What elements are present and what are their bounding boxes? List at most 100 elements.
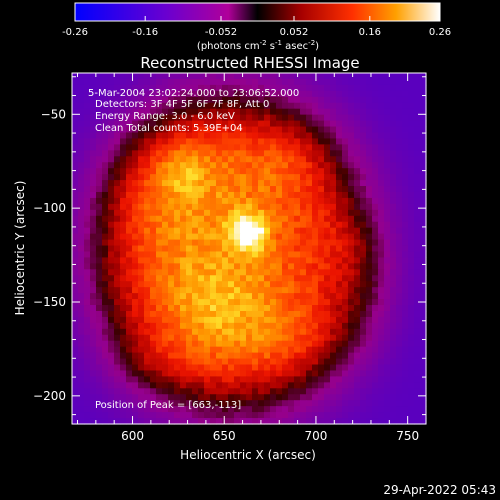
heatmap-cell <box>264 299 271 306</box>
heatmap-cell <box>216 150 223 157</box>
heatmap-cell <box>132 186 139 193</box>
heatmap-cell <box>84 257 91 264</box>
heatmap-cell <box>258 269 265 276</box>
heatmap-cell <box>192 251 199 259</box>
heatmap-cell <box>300 191 307 199</box>
heatmap-cell <box>204 406 211 413</box>
heatmap-cell <box>396 245 403 253</box>
heatmap-cell <box>276 233 283 241</box>
heatmap-cell <box>108 191 115 199</box>
heatmap-cell <box>228 299 235 306</box>
heatmap-cell <box>408 233 415 241</box>
heatmap-cell <box>102 293 109 300</box>
heatmap-cell <box>324 215 331 223</box>
heatmap-cell <box>390 400 397 407</box>
heatmap-cell <box>276 328 283 336</box>
heatmap-cell <box>258 174 265 181</box>
axis-ticks: 600 650 700 750−50−100−150−200 <box>33 73 427 443</box>
heatmap-cell <box>330 197 337 205</box>
heatmap-cell <box>348 108 355 116</box>
heatmap-cell <box>234 227 241 235</box>
heatmap-cell <box>162 257 169 264</box>
heatmap-cell <box>378 352 385 360</box>
heatmap-cell <box>378 168 385 175</box>
heatmap-cell <box>360 150 367 157</box>
heatmap-cell <box>102 162 109 169</box>
heatmap-cell <box>186 174 193 181</box>
heatmap-cell <box>216 263 223 270</box>
heatmap-cell <box>330 144 337 151</box>
heatmap-cell <box>378 108 385 116</box>
heatmap-cell <box>144 287 151 294</box>
heatmap-cell <box>312 340 319 348</box>
heatmap-cell <box>408 305 415 312</box>
heatmap-cell <box>336 340 343 348</box>
heatmap-cell <box>288 78 295 86</box>
heatmap-cell <box>384 299 391 306</box>
heatmap-cell <box>378 186 385 193</box>
heatmap-cell <box>210 251 217 259</box>
heatmap-cell <box>120 150 127 157</box>
heatmap-cell <box>228 251 235 259</box>
heatmap-cell <box>180 370 187 378</box>
heatmap-cell <box>372 352 379 360</box>
heatmap-cell <box>312 412 319 419</box>
heatmap-cell <box>348 406 355 413</box>
heatmap-cell <box>306 114 313 122</box>
heatmap-cell <box>144 215 151 223</box>
heatmap-cell <box>264 245 271 253</box>
heatmap-cell <box>210 108 217 116</box>
heatmap-cell <box>126 328 133 336</box>
heatmap-cell <box>228 156 235 163</box>
heatmap-cell <box>378 174 385 181</box>
heatmap-cell <box>348 227 355 235</box>
heatmap-cell <box>102 328 109 336</box>
heatmap-cell <box>306 412 313 419</box>
heatmap-cell <box>222 102 229 110</box>
heatmap-cell <box>150 78 157 86</box>
heatmap-cell <box>156 269 163 276</box>
heatmap-cell <box>192 120 199 128</box>
heatmap-cell <box>234 269 241 276</box>
heatmap-cell <box>300 203 307 211</box>
heatmap-cell <box>216 328 223 336</box>
heatmap-cell <box>168 275 175 282</box>
heatmap-cell <box>186 108 193 116</box>
heatmap-cell <box>144 310 151 318</box>
heatmap-cell <box>354 126 361 134</box>
heatmap-cell <box>366 316 373 324</box>
heatmap-cell <box>72 96 79 104</box>
heatmap-cell <box>354 150 361 157</box>
heatmap-cell <box>102 144 109 151</box>
heatmap-cell <box>126 144 133 151</box>
heatmap-cell <box>312 322 319 330</box>
heatmap-cell <box>354 310 361 318</box>
heatmap-cell <box>288 370 295 378</box>
heatmap-cell <box>402 257 409 264</box>
heatmap-cell <box>258 114 265 122</box>
heatmap-cell <box>360 245 367 253</box>
heatmap-cell <box>90 227 97 235</box>
heatmap-cell <box>222 186 229 193</box>
heatmap-cell <box>150 334 157 342</box>
heatmap-cell <box>306 162 313 169</box>
heatmap-cell <box>150 382 157 389</box>
heatmap-cell <box>372 144 379 151</box>
heatmap-cell <box>162 221 169 229</box>
heatmap-cell <box>234 293 241 300</box>
heatmap-cell <box>114 322 121 330</box>
heatmap-cell <box>348 382 355 389</box>
heatmap-cell <box>168 221 175 229</box>
heatmap-cell <box>312 394 319 401</box>
heatmap-cell <box>366 328 373 336</box>
heatmap-cell <box>318 251 325 259</box>
heatmap-cell <box>192 346 199 354</box>
heatmap-cell <box>96 221 103 229</box>
heatmap-cell <box>132 126 139 134</box>
heatmap-cell <box>192 186 199 193</box>
heatmap-cell <box>204 174 211 181</box>
heatmap-cell <box>402 138 409 145</box>
heatmap-cell <box>414 352 421 360</box>
heatmap-cell <box>396 96 403 104</box>
heatmap-cell <box>324 275 331 282</box>
